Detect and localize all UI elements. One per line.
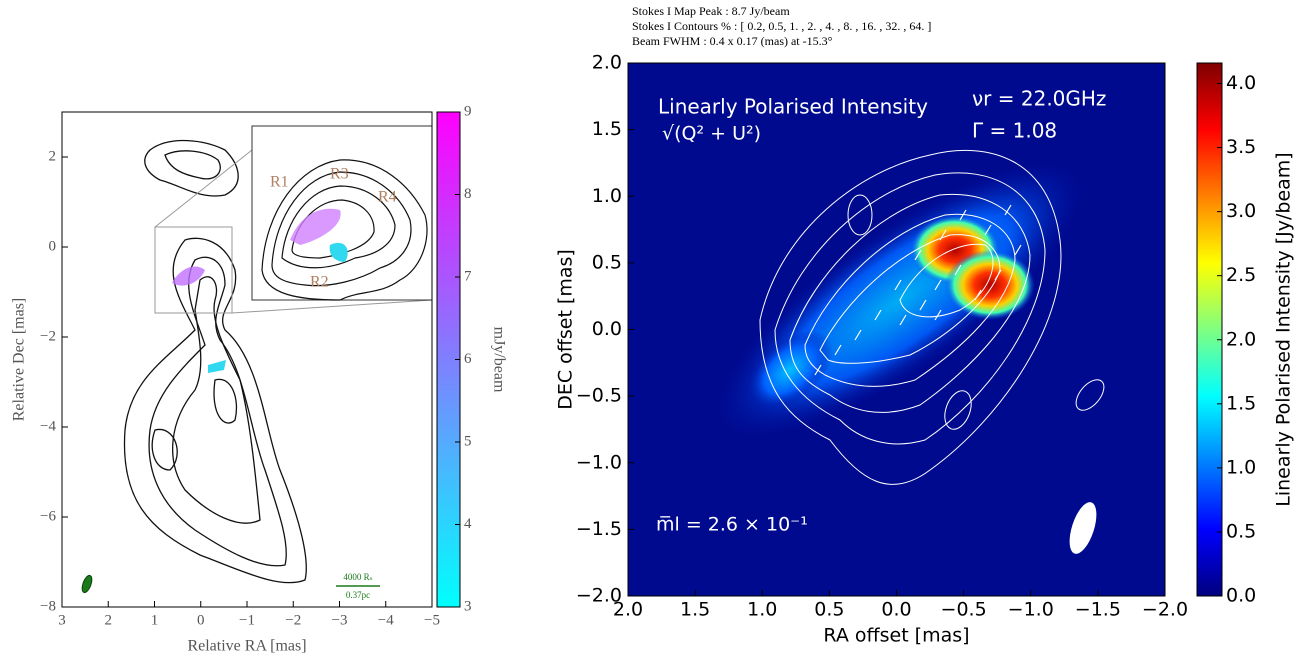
y-tick-label: −8 <box>40 598 56 614</box>
x-tick-label: 2.0 <box>613 599 643 621</box>
colorbar-tick-label: 8 <box>464 186 472 202</box>
annotation: 0.37pc <box>346 590 370 600</box>
annotation: R3 <box>330 166 349 183</box>
x-tick-label: 1 <box>151 612 159 628</box>
x-tick-label: −1.5 <box>1075 599 1121 621</box>
annotation: √(Q² + U²) <box>662 123 761 145</box>
colorbar-tick-label: 9 <box>464 103 472 119</box>
colorbar-tick-label: 3.0 <box>1226 200 1256 222</box>
colorbar-tick-label: 3.5 <box>1226 136 1256 158</box>
colorbar-tick-label: 5 <box>464 433 472 449</box>
annotation: R4 <box>378 189 397 206</box>
colorbar-tick-label: 2.0 <box>1226 328 1256 350</box>
x-tick-label: −5 <box>424 612 440 628</box>
colorbar-tick-label: 2.5 <box>1226 264 1256 286</box>
x-tick-label: −1.0 <box>1008 599 1054 621</box>
colorbar-tick-label: 0.5 <box>1226 520 1256 542</box>
x-tick-label: 2 <box>105 612 113 628</box>
y-tick-label: −0.5 <box>576 385 622 407</box>
annotation: Γ = 1.08 <box>972 119 1057 143</box>
y-tick-label: 1.5 <box>592 118 622 140</box>
y-tick-label: 2 <box>49 148 57 164</box>
x-tick-label: 0 <box>197 612 205 628</box>
y-axis-label: Relative Dec [mas] <box>11 298 28 422</box>
x-tick-label: −1 <box>239 612 255 628</box>
x-tick-label: 1.5 <box>680 599 710 621</box>
x-tick-label: −4 <box>378 612 394 628</box>
y-tick-label: −1.5 <box>576 518 622 540</box>
header-line: Stokes I Contours % : [ 0.2, 0.5, 1. , 2… <box>632 19 931 33</box>
y-tick-label: −2 <box>40 328 56 344</box>
colorbar-tick-label: 0.0 <box>1226 585 1256 607</box>
x-tick-label: 3 <box>58 612 66 628</box>
x-tick-label: −3 <box>332 612 348 628</box>
y-tick-label: −6 <box>40 508 56 524</box>
panel: 2.0 1.5 1.0 0.5 0.0 −0.5 −1.0 −1.5 −2.0−2.0−1.5−… <box>555 4 1295 647</box>
annotation: 4000 Rₛ <box>343 572 372 582</box>
y-tick-label: −1.0 <box>576 451 622 473</box>
y-tick-label: 0.0 <box>592 318 622 340</box>
annotation: R1 <box>270 174 289 191</box>
colorbar-tick-label: 1.5 <box>1226 392 1256 414</box>
y-tick-label: −4 <box>40 418 56 434</box>
colorbar-tick-label: 7 <box>464 268 472 284</box>
annotation: R2 <box>310 274 329 291</box>
colorbar-tick-label: 6 <box>464 351 472 367</box>
y-tick-label: −2.0 <box>576 585 622 607</box>
x-tick-label: 0.5 <box>814 599 844 621</box>
x-axis-label: RA offset [mas] <box>823 625 969 647</box>
annotation: νr = 22.0GHz <box>972 87 1106 111</box>
header-line: Beam FWHM : 0.4 x 0.17 (mas) at -15.3° <box>632 34 833 48</box>
inset <box>154 125 433 314</box>
colorbar-tick-label: 1.0 <box>1226 456 1256 478</box>
annotation: Linearly Polarised Intensity <box>658 95 928 119</box>
right-map <box>628 63 1165 596</box>
y-axis-label: DEC offset [mas] <box>555 249 577 410</box>
y-tick-label: 1.0 <box>592 185 622 207</box>
x-axis-label: Relative RA [mas] <box>187 638 306 655</box>
colorbar-tick-label: 4 <box>464 516 472 532</box>
x-tick-label: 0.0 <box>881 599 911 621</box>
panel: 3 2 1 0 −1 −2 −3 −4 −5 −8 −6 −4 −2 0 2 Relative RA [mas… <box>11 103 508 654</box>
left-map <box>123 139 307 584</box>
x-tick-label: 1.0 <box>747 599 777 621</box>
x-tick-label: −2 <box>285 612 301 628</box>
y-tick-label: 0.5 <box>592 251 622 273</box>
colorbar-tick-label: 4.0 <box>1226 72 1256 94</box>
annotation: m̅l = 2.6 × 10⁻¹ <box>656 514 808 536</box>
colorbar <box>1196 62 1223 597</box>
x-tick-label: −0.5 <box>941 599 987 621</box>
y-tick-label: 0 <box>49 238 57 254</box>
colorbar-label: mJy/beam <box>490 327 507 393</box>
colorbar-tick-label: 3 <box>464 598 472 614</box>
colorbar-label: Linearly Polarised Intensity [Jy/beam] <box>1273 152 1295 506</box>
header-line: Stokes I Map Peak : 8.7 Jy/beam <box>632 4 790 18</box>
y-tick-label: 2.0 <box>592 52 622 74</box>
x-tick-label: −2.0 <box>1142 599 1188 621</box>
